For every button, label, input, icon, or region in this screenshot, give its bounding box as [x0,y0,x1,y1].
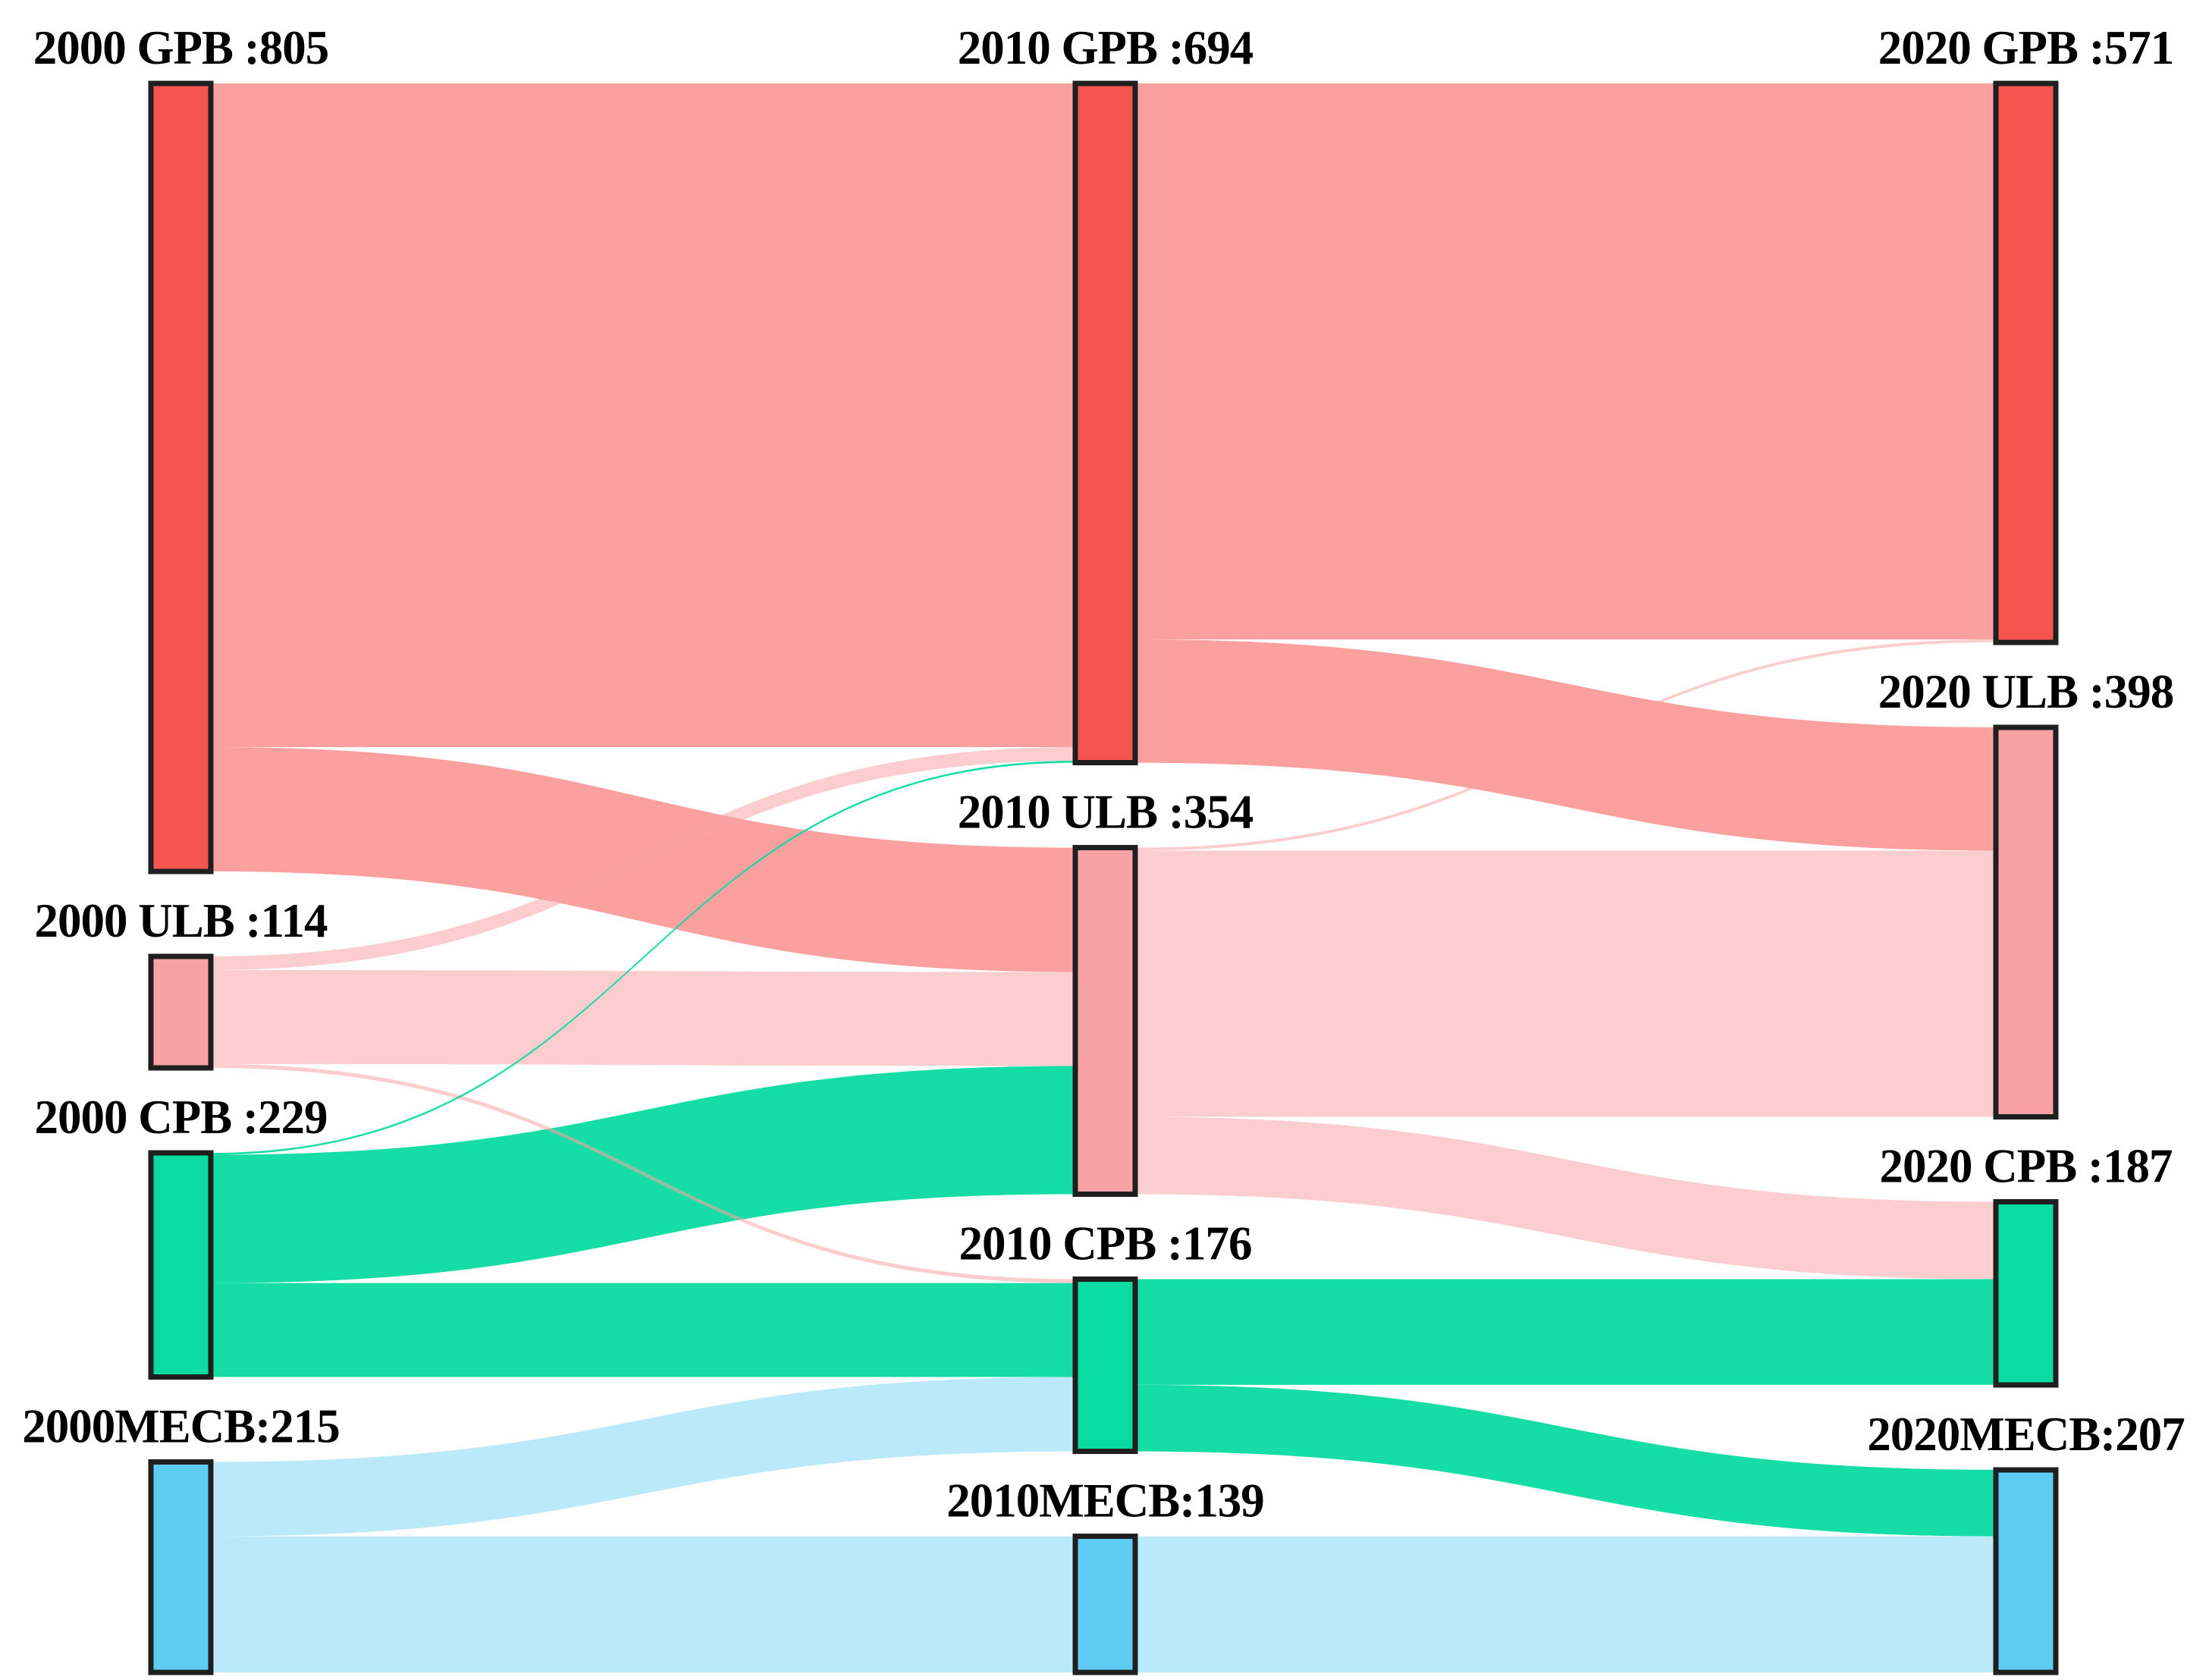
sankey-link-2000-MECB--2010-CPB [211,1377,1075,1537]
node-label-2010-MECB: 2010MECB:139 [946,1474,1263,1528]
sankey-node-2010-MECB [1072,1534,1138,1675]
sankey-link-2010-CPB--2020-MECB [1135,1384,1996,1537]
sankey-link-2010-ULB--2020-ULB [1135,850,1996,1117]
sankey-link-2010-ULB--2020-GPB [1135,639,1996,851]
node-label-2010-ULB: 2010 ULB :354 [958,786,1253,839]
sankey-link-2000-MECB--2010-MECB [211,1536,1075,1672]
node-label-2010-GPB: 2010 GPB :694 [958,21,1253,74]
sankey-link-2000-ULB--2010-ULB [211,969,1075,1066]
sankey-node-2020-CPB [1993,1199,2059,1388]
sankey-node-2010-GPB [1072,80,1138,766]
node-label-2000-ULB: 2000 ULB :114 [34,894,328,947]
sankey-node-2000-GPB [148,80,214,875]
sankey-link-2010-CPB--2020-CPB [1135,1279,1996,1385]
node-label-2000-MECB: 2000MECB:215 [22,1400,339,1453]
sankey-node-2000-MECB [148,1459,214,1675]
node-label-2020-CPB: 2020 CPB :187 [1880,1140,2173,1193]
node-label-2000-GPB: 2000 GPB :805 [33,21,329,74]
node-label-2020-ULB: 2020 ULB :398 [1878,665,2174,718]
sankey-node-2020-ULB [1993,724,2059,1120]
node-label-2000-CPB: 2000 CPB :229 [35,1091,328,1144]
sankey-node-2010-ULB [1072,845,1138,1197]
sankey-link-2000-ULB--2010-CPB [211,1063,1075,1283]
sankey-node-2020-MECB [1993,1467,2059,1675]
sankey-node-2020-GPB [1993,80,2059,645]
sankey-link-2000-GPB--2010-GPB [211,83,1075,747]
sankey-link-2010-ULB--2020-CPB [1135,1116,1996,1280]
node-label-2020-MECB: 2020MECB:207 [1867,1408,2184,1461]
sankey-node-2000-CPB [148,1150,214,1380]
sankey-link-2000-ULB--2010-GPB [211,746,1075,970]
sankey-link-2000-CPB--2010-CPB [211,1283,1075,1377]
sankey-link-2010-MECB--2020-MECB [1135,1536,1996,1672]
node-label-2010-CPB: 2010 CPB :176 [959,1217,1252,1270]
sankey-link-2000-CPB--2010-GPB [211,761,1075,1155]
sankey-link-2010-GPB--2020-GPB [1135,83,1996,640]
sankey-node-2010-CPB [1072,1276,1138,1455]
node-label-2020-GPB: 2020 GPB :571 [1878,21,2174,74]
sankey-node-2000-ULB [148,953,214,1071]
